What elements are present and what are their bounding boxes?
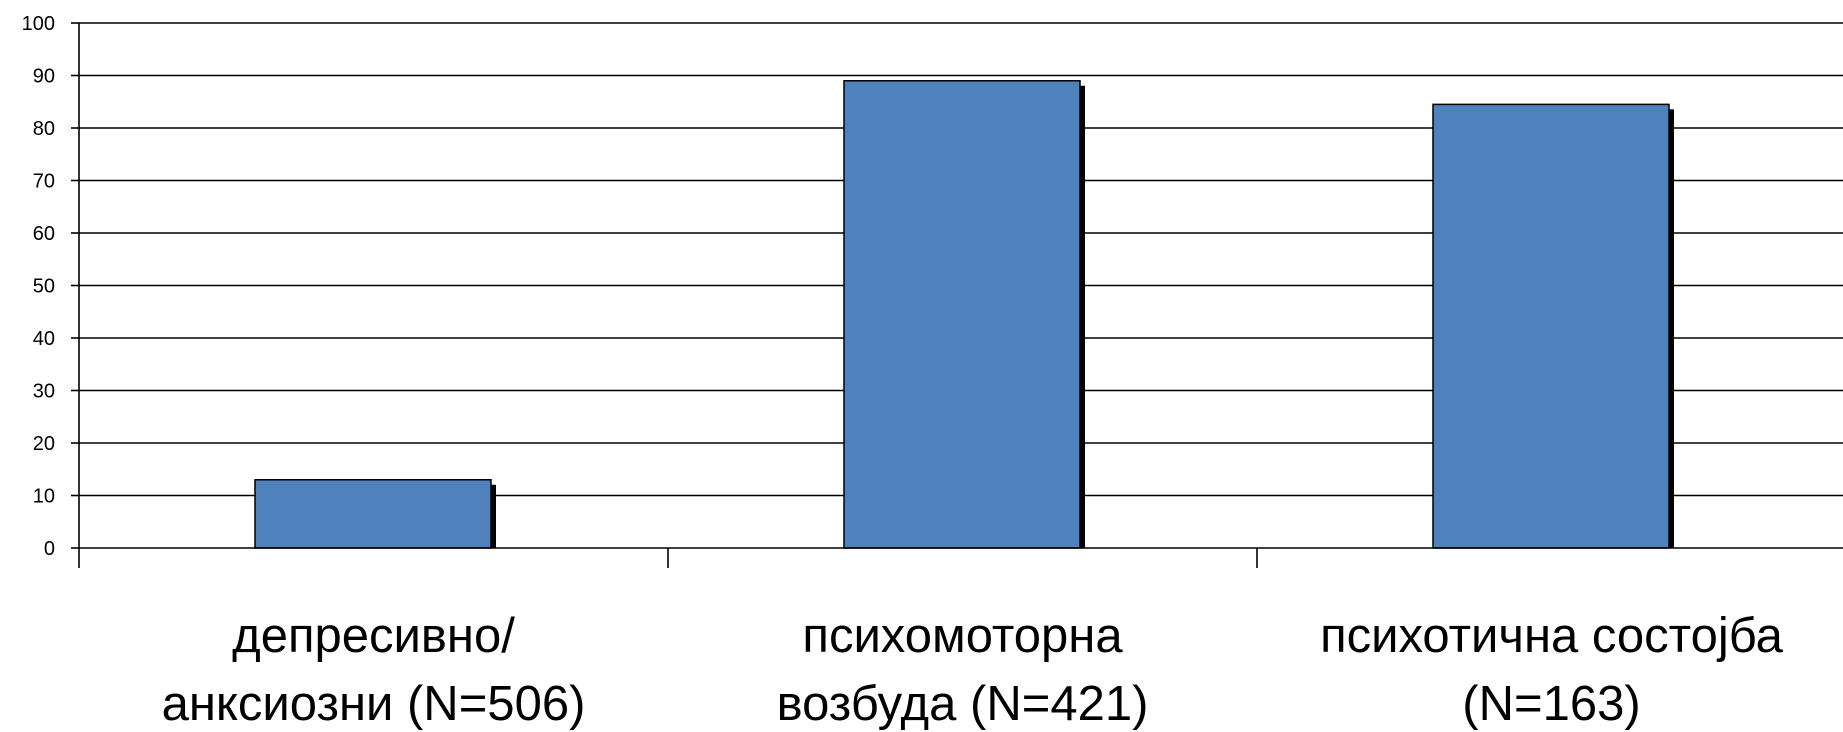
y-tick-label: 40 [33, 328, 55, 350]
x-category-label-line: возбуда (N=421) [777, 677, 1149, 731]
axes [78, 23, 1843, 568]
y-axis-ticks: 0 10 20 30 40 50 60 70 80 90 100 [22, 13, 79, 560]
y-tick-label: 50 [33, 276, 55, 298]
y-tick-label: 60 [33, 223, 55, 245]
y-tick-label: 80 [33, 118, 55, 140]
x-category-label-line: (N=163) [1462, 677, 1640, 731]
x-category-label-line: анксиозни (N=506) [162, 677, 586, 731]
bars [254, 80, 1674, 549]
bar [254, 479, 492, 549]
y-tick-label: 100 [22, 13, 55, 35]
y-tick-label: 0 [44, 538, 55, 560]
y-tick-label: 20 [33, 433, 55, 455]
x-category-label-line: депресивно/ [232, 609, 515, 663]
y-tick-label: 70 [33, 171, 55, 193]
x-category-label: психомоторна возбуда (N=421) [777, 609, 1149, 731]
category-labels: депресивно/анксиозни (N=506) психомоторна… [162, 609, 1784, 731]
bar [843, 80, 1081, 549]
y-tick-label: 10 [33, 486, 55, 508]
y-tick-label: 90 [33, 66, 55, 88]
bar [1432, 103, 1670, 549]
x-category-label: депресивно/анксиозни (N=506) [162, 609, 586, 731]
y-tick-label: 30 [33, 381, 55, 403]
x-category-label: психотична состојба (N=163) [1320, 609, 1784, 731]
x-category-label-line: психотична состојба [1320, 609, 1784, 663]
x-category-label-line: психомоторна [802, 609, 1123, 663]
